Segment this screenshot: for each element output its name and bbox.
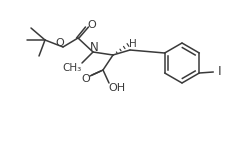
Text: N: N xyxy=(90,40,98,53)
Text: CH₃: CH₃ xyxy=(62,63,82,73)
Text: O: O xyxy=(88,20,96,30)
Text: O: O xyxy=(82,74,90,84)
Text: OH: OH xyxy=(108,83,126,93)
Text: H: H xyxy=(129,39,137,49)
Text: O: O xyxy=(56,38,64,48)
Text: I: I xyxy=(218,64,221,77)
